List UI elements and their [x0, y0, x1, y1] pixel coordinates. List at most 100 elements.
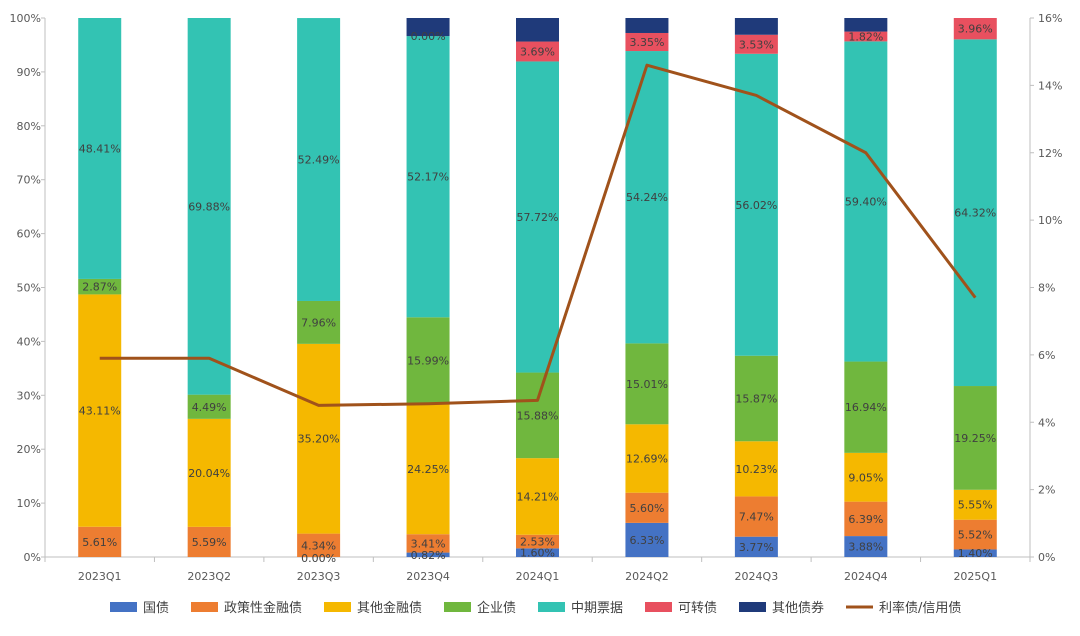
legend-label: 可转债 [678, 601, 717, 616]
x-tick-label: 2024Q3 [735, 570, 779, 583]
data-label: 20.04% [188, 467, 230, 480]
bar-segment [297, 343, 341, 534]
bar-segment [78, 526, 122, 557]
data-label: 16.94% [845, 401, 887, 414]
data-label: 64.32% [954, 207, 996, 220]
data-label: 5.60% [629, 502, 664, 515]
bar-segment [78, 294, 122, 527]
data-label: 69.88% [188, 200, 230, 213]
bar-segment [406, 552, 450, 557]
bar-segment [187, 394, 231, 419]
left-tick-label: 70% [17, 174, 41, 187]
data-label: 15.99% [407, 354, 449, 367]
legend-label: 政策性金融债 [224, 600, 302, 616]
bar-segment [844, 361, 888, 453]
data-label: 57.72% [517, 211, 559, 224]
bar-segment [734, 441, 778, 497]
x-tick-label: 2023Q2 [187, 570, 231, 583]
left-tick-label: 80% [17, 120, 41, 133]
bar-segment [78, 278, 122, 295]
right-tick-label: 2% [1038, 484, 1055, 497]
bar-segment [844, 41, 888, 362]
data-label: 5.55% [958, 499, 993, 512]
data-label: 35.20% [298, 433, 340, 446]
bar-segment [297, 300, 341, 344]
legend-swatch [191, 602, 218, 612]
bar-segment [516, 41, 559, 62]
bar-segment [516, 534, 559, 549]
bar-segment [187, 18, 231, 395]
data-label: 3.35% [629, 36, 664, 49]
bars [78, 18, 997, 557]
legend-label: 企业债 [477, 600, 516, 616]
legend-item: 企业债 [444, 600, 516, 616]
data-label: 5.61% [82, 536, 117, 549]
right-tick-label: 8% [1038, 282, 1055, 295]
legend-label: 其他债券 [772, 600, 824, 616]
data-label: 0.00% [301, 552, 336, 565]
right-tick-label: 0% [1038, 551, 1055, 564]
bar-segment [734, 355, 778, 442]
right-tick-label: 6% [1038, 349, 1055, 362]
bar-segment [297, 533, 341, 557]
data-label: 3.96% [958, 23, 993, 36]
data-label: 59.40% [845, 195, 887, 208]
data-label: 43.11% [79, 405, 121, 418]
legend-item: 利率债/信用债 [846, 600, 961, 616]
data-label: 5.52% [958, 529, 993, 542]
bar-segment [625, 424, 669, 493]
left-tick-label: 100% [10, 12, 41, 25]
x-tick-label: 2023Q4 [406, 570, 450, 583]
bar-segment [406, 36, 450, 318]
bar-segment [953, 386, 997, 490]
left-tick-label: 0% [24, 551, 41, 564]
left-tick-label: 60% [17, 228, 41, 241]
bar-segment [187, 526, 231, 557]
data-label: 3.77% [739, 541, 774, 554]
bar-segment [406, 317, 450, 404]
x-tick-label: 2024Q4 [844, 570, 888, 583]
axes: 0% 10% 20% 30% 40% 50% 60% 70% 80% 90% 100% 0% 2% 4% 6… [10, 12, 1063, 583]
data-label: 24.25% [407, 463, 449, 476]
bar-segment [78, 18, 122, 279]
data-label: 1.40% [958, 547, 993, 560]
data-label: 15.01% [626, 378, 668, 391]
data-label: 12.69% [626, 452, 668, 465]
bar-segment [406, 403, 450, 535]
data-label: 48.41% [79, 142, 121, 155]
legend-swatch [324, 602, 351, 612]
bar-segment [734, 18, 778, 35]
data-label: 19.25% [954, 432, 996, 445]
bar-segment [625, 32, 669, 52]
data-label: 54.24% [626, 191, 668, 204]
legend-swatch [739, 602, 766, 612]
data-label: 3.41% [411, 537, 446, 550]
legend-item: 其他债券 [739, 600, 824, 616]
bar-segment [516, 548, 559, 557]
data-label: 4.49% [192, 401, 227, 414]
data-label: 4.34% [301, 539, 336, 552]
bar-segment [844, 31, 888, 42]
legend-label: 其他金融债 [357, 600, 422, 616]
bar-segment [625, 343, 669, 425]
data-label: 10.23% [735, 463, 777, 476]
bar-segment [625, 51, 669, 344]
x-tick-label: 2025Q1 [953, 570, 997, 583]
bar-segment [734, 34, 778, 54]
legend-swatch [538, 602, 565, 612]
left-tick-label: 10% [17, 497, 41, 510]
data-label: 9.05% [848, 471, 883, 484]
x-tick-label: 2023Q3 [297, 570, 341, 583]
bar-segment [844, 501, 888, 537]
right-tick-label: 16% [1038, 12, 1062, 25]
bar-segment [516, 458, 559, 535]
right-tick-label: 12% [1038, 147, 1062, 160]
legend-label: 利率债/信用债 [879, 600, 961, 616]
left-tick-label: 50% [17, 282, 41, 295]
data-label: 15.88% [517, 409, 559, 422]
legend-label: 中期票据 [571, 601, 623, 616]
right-tick-label: 10% [1038, 214, 1062, 227]
data-label: 2.53% [520, 536, 555, 549]
bar-segment [734, 536, 778, 557]
